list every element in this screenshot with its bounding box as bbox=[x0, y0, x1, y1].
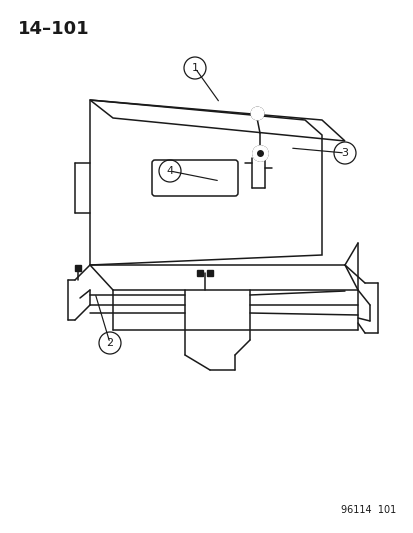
Text: 2: 2 bbox=[106, 338, 113, 348]
Text: 14–101: 14–101 bbox=[18, 20, 89, 38]
Text: 96114  101: 96114 101 bbox=[340, 505, 395, 515]
Text: 3: 3 bbox=[341, 148, 348, 158]
Text: 4: 4 bbox=[166, 166, 173, 176]
Text: 1: 1 bbox=[191, 63, 198, 73]
